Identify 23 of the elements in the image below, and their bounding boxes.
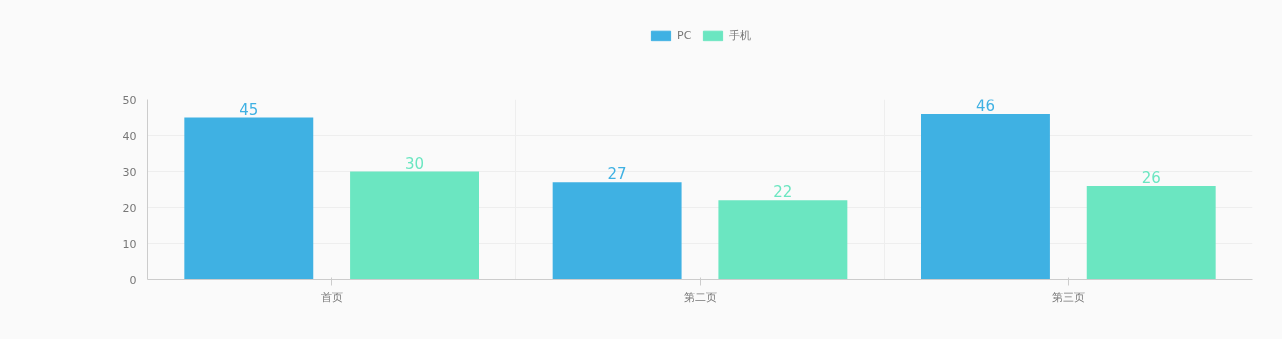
bar	[718, 200, 848, 280]
bar	[350, 171, 479, 280]
data-label: 27	[607, 165, 627, 184]
bar	[184, 117, 314, 280]
bar	[921, 113, 1050, 280]
x-tick-label: 第三页	[1051, 290, 1085, 304]
x-tick-label: 首页	[320, 290, 343, 304]
data-label: 45	[239, 100, 259, 119]
y-tick-label: 10	[122, 237, 137, 251]
bar	[1086, 185, 1216, 280]
legend-label: 手机	[729, 27, 751, 43]
y-tick-label: 30	[122, 165, 137, 179]
data-label: 46	[975, 96, 996, 115]
legend-label: PC	[677, 28, 693, 42]
y-tick-label: 0	[129, 273, 137, 287]
data-label: 26	[1141, 168, 1161, 187]
y-tick-label: 20	[122, 201, 137, 215]
x-tick-label: 第二页	[683, 290, 717, 304]
y-tick-label: 50	[122, 93, 137, 107]
y-tick-label: 40	[122, 129, 137, 143]
data-label: 22	[773, 183, 793, 202]
bar	[552, 182, 682, 280]
data-label: 30	[405, 154, 425, 173]
